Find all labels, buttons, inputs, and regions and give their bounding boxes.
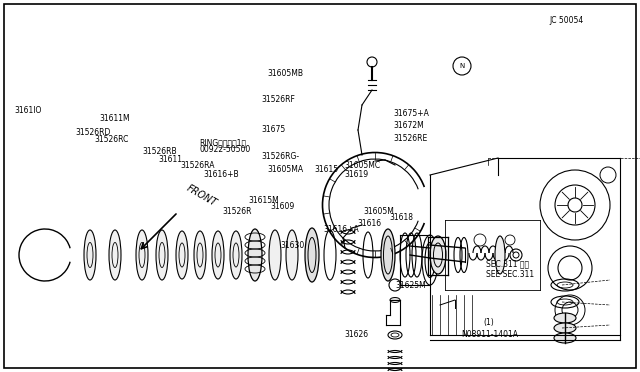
Ellipse shape bbox=[286, 230, 298, 280]
Text: 31618: 31618 bbox=[389, 213, 413, 222]
Ellipse shape bbox=[84, 230, 96, 280]
Text: 31630: 31630 bbox=[280, 241, 305, 250]
Ellipse shape bbox=[554, 323, 576, 333]
Text: 31615: 31615 bbox=[315, 165, 339, 174]
Ellipse shape bbox=[109, 230, 121, 280]
Text: 31526RA: 31526RA bbox=[180, 161, 215, 170]
Text: 31619: 31619 bbox=[344, 170, 369, 179]
Text: 31675+A: 31675+A bbox=[394, 109, 429, 118]
Text: 31526RB: 31526RB bbox=[142, 147, 177, 156]
Ellipse shape bbox=[230, 231, 242, 279]
Text: 31615M: 31615M bbox=[248, 196, 279, 205]
Text: 31526RC: 31526RC bbox=[95, 135, 129, 144]
Ellipse shape bbox=[156, 230, 168, 280]
Text: 31625M: 31625M bbox=[396, 281, 426, 290]
Text: 31526RE: 31526RE bbox=[394, 134, 428, 143]
Text: SEC.311 参照: SEC.311 参照 bbox=[486, 260, 529, 269]
Text: 31611: 31611 bbox=[159, 155, 183, 164]
Text: 31616: 31616 bbox=[357, 219, 381, 228]
Text: (1): (1) bbox=[483, 318, 494, 327]
Ellipse shape bbox=[305, 228, 319, 282]
Ellipse shape bbox=[554, 313, 576, 323]
Ellipse shape bbox=[430, 236, 446, 274]
Ellipse shape bbox=[248, 229, 262, 281]
Text: 00922-50500: 00922-50500 bbox=[200, 145, 251, 154]
Ellipse shape bbox=[390, 298, 400, 302]
Text: SEE SEC.311: SEE SEC.311 bbox=[486, 270, 534, 279]
Text: 31605MA: 31605MA bbox=[268, 165, 303, 174]
Ellipse shape bbox=[554, 333, 576, 343]
Text: 31616+B: 31616+B bbox=[204, 170, 239, 179]
Text: 31526RG-: 31526RG- bbox=[261, 152, 300, 161]
Ellipse shape bbox=[495, 236, 505, 274]
Text: 31605M: 31605M bbox=[364, 207, 394, 216]
Ellipse shape bbox=[176, 231, 188, 279]
Text: 31616+A: 31616+A bbox=[323, 225, 359, 234]
Text: 31605MB: 31605MB bbox=[268, 69, 303, 78]
Text: FRONT: FRONT bbox=[185, 183, 219, 208]
Text: RINGリンク（1）: RINGリンク（1） bbox=[200, 139, 247, 148]
Text: 31672M: 31672M bbox=[394, 121, 424, 130]
Text: 31609: 31609 bbox=[270, 202, 294, 211]
Ellipse shape bbox=[212, 231, 224, 279]
Ellipse shape bbox=[381, 229, 395, 281]
Text: 31526R: 31526R bbox=[223, 207, 252, 216]
Text: 31526RD: 31526RD bbox=[76, 128, 111, 137]
Text: 31675: 31675 bbox=[261, 125, 285, 134]
Text: JC 50054: JC 50054 bbox=[549, 16, 584, 25]
Ellipse shape bbox=[194, 231, 206, 279]
Text: N: N bbox=[460, 63, 465, 69]
Text: N08911-1401A: N08911-1401A bbox=[461, 330, 518, 339]
Ellipse shape bbox=[269, 230, 281, 280]
Text: 31605MC: 31605MC bbox=[344, 161, 380, 170]
Text: 31611M: 31611M bbox=[99, 114, 130, 123]
Ellipse shape bbox=[136, 230, 148, 280]
Text: 31526RF: 31526RF bbox=[261, 95, 295, 104]
Text: 31626: 31626 bbox=[344, 330, 369, 339]
Text: 3161IO: 3161IO bbox=[14, 106, 42, 115]
